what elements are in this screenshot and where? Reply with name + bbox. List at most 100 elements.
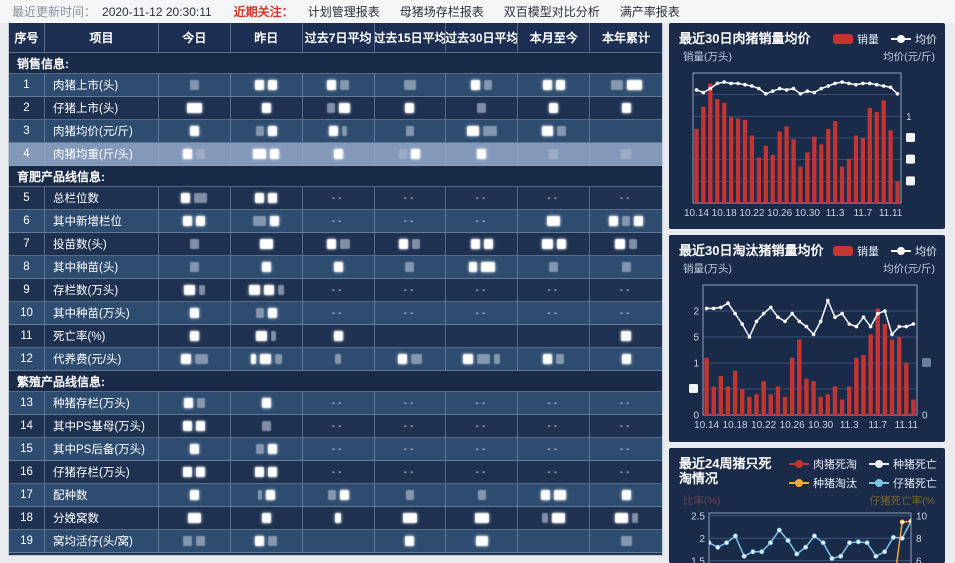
- legend-item[interactable]: 仔猪死亡: [869, 475, 937, 491]
- value-cell: [159, 461, 231, 483]
- dash-value: --: [331, 215, 345, 227]
- dash-value: --: [331, 397, 345, 409]
- redacted-value: [250, 354, 256, 364]
- redacted-value: [261, 262, 271, 272]
- legend-bar-icon: [833, 246, 853, 256]
- right-axis-title: 均价(元/斤): [883, 51, 935, 63]
- redacted-value: [484, 80, 493, 90]
- legend-item[interactable]: 种猪死亡: [869, 456, 937, 472]
- value-cell: [303, 484, 375, 506]
- value-cell: [159, 438, 231, 460]
- value-cell: [159, 143, 231, 165]
- value-cell: [231, 210, 303, 232]
- table-row[interactable]: 10 其中种苗(万头) -- -- -- -- --: [9, 302, 662, 325]
- value-cell: [518, 74, 591, 96]
- redacted-value: [189, 262, 199, 272]
- redacted-value: [494, 354, 501, 364]
- row-number: 17: [9, 484, 45, 506]
- redacted-value: [255, 444, 264, 454]
- dash-value: --: [619, 466, 633, 478]
- column-header: 昨日: [231, 23, 303, 52]
- legend-line-dot-icon: [891, 34, 911, 44]
- legend-line-dot-icon: [869, 478, 889, 488]
- legend-item[interactable]: 销量: [833, 31, 879, 47]
- link-sow-farm-inventory-report[interactable]: 母猪场存栏报表: [399, 5, 484, 19]
- value-cell: --: [446, 415, 519, 437]
- value-cell: --: [446, 302, 519, 324]
- table-row[interactable]: 8 其中种苗(头): [9, 256, 662, 279]
- redacted-value: [329, 126, 339, 136]
- redacted-value: [475, 536, 488, 546]
- updated-time-value: 2020-11-12 20:30:11: [102, 4, 212, 19]
- redacted-value: [335, 354, 342, 364]
- value-cell: [231, 74, 303, 96]
- table-row[interactable]: 3 肉猪均价(元/斤): [9, 120, 662, 143]
- table-row[interactable]: 7 投苗数(头): [9, 233, 662, 256]
- table-row[interactable]: 12 代养费(元/头): [9, 348, 662, 371]
- chart-canvas: 1 10.14 10.18 10.22 10.26 10.30 11.3 11.7 11.11: [684, 72, 915, 219]
- redacted-value: [474, 513, 489, 523]
- value-cell: --: [518, 438, 591, 460]
- table-row[interactable]: 9 存栏数(万头) -- -- -- -- --: [9, 279, 662, 302]
- table-row[interactable]: 15 其中PS后备(万头) -- -- -- -- --: [9, 438, 662, 461]
- table-row[interactable]: 6 其中新增栏位 -- -- --: [9, 210, 662, 233]
- redacted-value: [270, 149, 280, 159]
- x-axis-label: 10.22: [739, 208, 764, 219]
- link-full-capacity-report[interactable]: 满产率报表: [619, 5, 680, 19]
- x-axis-label: 10.14: [684, 208, 709, 219]
- column-header: 过去15日平均: [375, 23, 447, 52]
- section-header-row: 育肥产品线信息:: [9, 166, 662, 187]
- row-number: 10: [9, 302, 45, 324]
- right-axis-title: 仔猪死亡率(%: [869, 495, 935, 507]
- table-row[interactable]: 1 肉猪上市(头): [9, 74, 662, 97]
- redacted-value: [333, 331, 343, 341]
- table-row[interactable]: 5 总栏位数 -- -- -- -- --: [9, 187, 662, 210]
- value-cell: --: [446, 392, 519, 414]
- chart-title: 最近30日肉猪销量均价: [679, 31, 811, 46]
- legend-item[interactable]: 均价: [891, 243, 937, 259]
- legend-label: 均价: [915, 34, 937, 46]
- table-row[interactable]: 4 肉猪均重(斤/头): [9, 143, 662, 166]
- table-row[interactable]: 14 其中PS基母(万头) -- -- -- -- --: [9, 415, 662, 438]
- x-axis-label: 10.30: [795, 208, 820, 219]
- link-plan-report[interactable]: 计划管理报表: [307, 5, 380, 19]
- dash-value: --: [619, 192, 633, 204]
- table-row[interactable]: 17 配种数: [9, 484, 662, 507]
- x-axis-label: 10.14: [694, 420, 719, 431]
- redacted-value: [196, 536, 206, 546]
- value-cell: [231, 325, 303, 347]
- value-cell: --: [375, 415, 447, 437]
- redacted-value: [198, 285, 205, 295]
- x-axis-label: 11.7: [868, 420, 887, 431]
- table-row[interactable]: 11 死亡率(%): [9, 325, 662, 348]
- table-row[interactable]: 16 仔猪存栏(万头) -- -- -- -- --: [9, 461, 662, 484]
- redacted-value: [411, 149, 421, 159]
- chart-card-pig-sales-price: 最近30日肉猪销量均价 销量 均价 销量(万头) 均价(元/斤) 1 10.14 10…: [669, 23, 945, 229]
- dash-value: --: [475, 284, 489, 296]
- table-row[interactable]: 18 分娩窝数: [9, 507, 662, 530]
- table-row[interactable]: 19 窝均活仔(头/窝): [9, 530, 662, 553]
- value-cell: [590, 233, 662, 255]
- legend-item[interactable]: 均价: [891, 31, 937, 47]
- updated-time-label: 最近更新时间：: [12, 5, 97, 19]
- dash-value: --: [331, 443, 345, 455]
- row-label: 其中PS基母(万头): [45, 415, 159, 437]
- value-cell: --: [303, 392, 375, 414]
- redacted-value: [189, 80, 199, 90]
- table-row[interactable]: 13 种猪存栏(万头) -- -- -- -- --: [9, 392, 662, 415]
- value-cell: [231, 302, 303, 324]
- value-cell: [590, 530, 662, 552]
- value-cell: [231, 484, 303, 506]
- redacted-value: [261, 421, 271, 431]
- table-row[interactable]: 2 仔猪上市(头): [9, 97, 662, 120]
- legend-item[interactable]: 肉猪死淘: [789, 456, 857, 472]
- legend-item[interactable]: 种猪淘汰: [789, 475, 857, 491]
- value-cell: [303, 530, 375, 552]
- redacted-value: [261, 513, 271, 523]
- value-cell: [375, 120, 447, 142]
- value-cell: --: [518, 279, 591, 301]
- row-label: 仔猪存栏(万头): [45, 461, 159, 483]
- link-double-hundred-model-analysis[interactable]: 双百模型对比分析: [503, 5, 600, 19]
- legend-item[interactable]: 销量: [833, 243, 879, 259]
- value-cell: [518, 256, 591, 278]
